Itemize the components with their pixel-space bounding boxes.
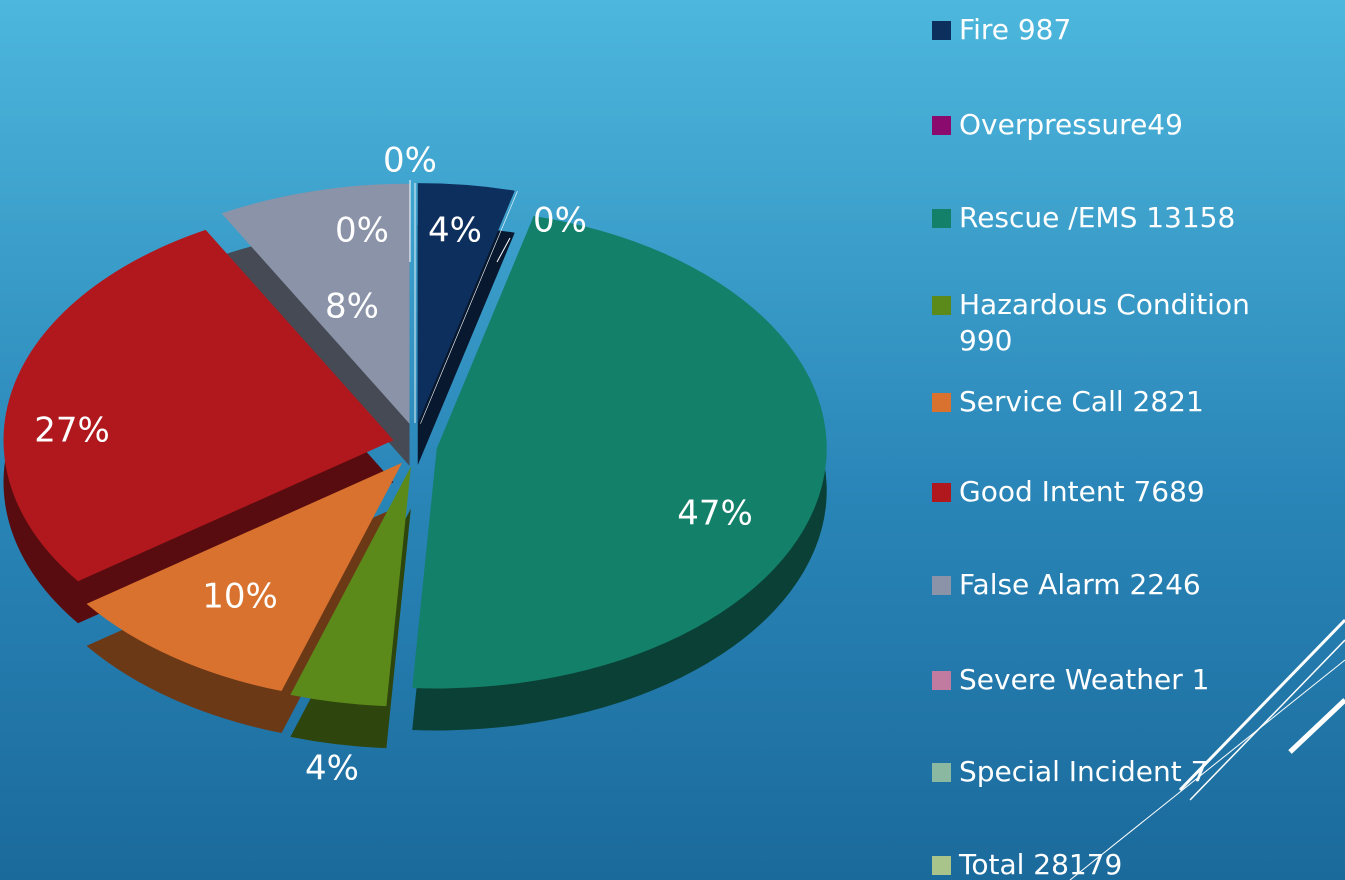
slice: [3, 229, 394, 582]
legend-swatch: [932, 671, 951, 690]
legend-entry: Hazardous Condition 990: [932, 287, 1312, 359]
legend-entry: Rescue /EMS 13158: [932, 200, 1312, 236]
slice: [86, 462, 403, 692]
legend-label: Service Call 2821: [959, 385, 1204, 418]
legend-label: Total 28179: [959, 848, 1123, 880]
decoration: [1069, 618, 1345, 880]
data-label: 8%: [325, 287, 379, 327]
legend-swatch: [932, 209, 951, 228]
data-label: 0%: [533, 201, 587, 241]
data-label: 47%: [677, 494, 753, 534]
slice-side: [420, 233, 518, 466]
legend-swatch: [932, 393, 951, 412]
slice: [290, 466, 411, 707]
slice: [221, 183, 410, 424]
legend-entry: False Alarm 2246: [932, 567, 1312, 603]
legend-label: False Alarm 2246: [959, 568, 1201, 601]
legend-entry: Total 28179: [932, 847, 1312, 880]
legend-swatch: [932, 576, 951, 595]
legend-entry: Fire 987: [932, 12, 1312, 48]
legend-entry: Good Intent 7689: [932, 474, 1312, 510]
legend-label: Hazardous Condition 990: [959, 288, 1250, 357]
legend-swatch: [932, 483, 951, 502]
legend-label: Overpressure49: [959, 108, 1183, 141]
legend-entry: Special Incident 7: [932, 754, 1312, 790]
legend-swatch: [932, 296, 951, 315]
legend-swatch: [932, 856, 951, 875]
legend-swatch: [932, 763, 951, 782]
legend-label: Severe Weather 1: [959, 663, 1210, 696]
legend-label: Fire 987: [959, 13, 1072, 46]
data-label: 0%: [335, 211, 389, 251]
legend-label: Rescue /EMS 13158: [959, 201, 1236, 234]
slice: [417, 183, 515, 424]
legend-swatch: [932, 21, 951, 40]
leader-line: [496, 237, 511, 263]
data-label: 10%: [202, 577, 278, 617]
legend-swatch: [932, 116, 951, 135]
legend-entry: Overpressure49: [932, 107, 1312, 143]
legend-label: Special Incident 7: [959, 755, 1209, 788]
legend-label: Good Intent 7689: [959, 475, 1205, 508]
legend-entry: Service Call 2821: [932, 384, 1312, 420]
slice: [412, 215, 827, 689]
data-label: 4%: [305, 749, 359, 789]
data-label: 27%: [34, 411, 110, 451]
data-label: 4%: [428, 211, 482, 251]
data-label: 0%: [383, 141, 437, 181]
legend-entry: Severe Weather 1: [932, 662, 1312, 698]
